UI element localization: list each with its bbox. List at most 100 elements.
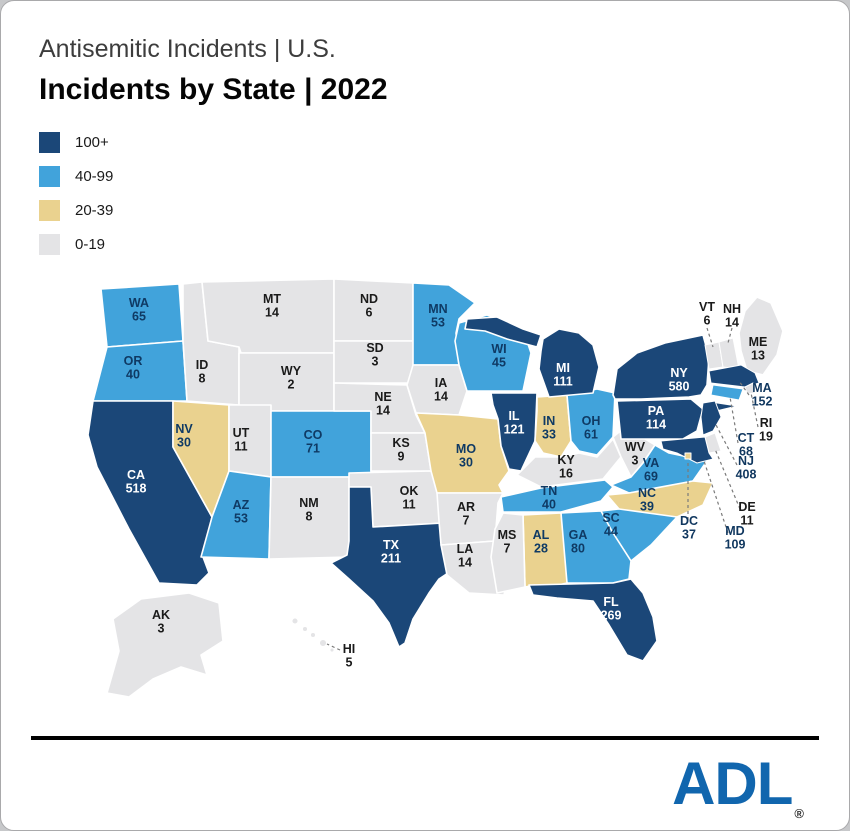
callout-label-DE: DE 11 — [738, 500, 755, 528]
state-label-MN: MN 53 — [428, 302, 447, 330]
state-label-LA: LA 14 — [457, 542, 474, 570]
legend-label-40-99: 40-99 — [75, 167, 114, 185]
state-NY — [612, 334, 710, 400]
registered-trademark-symbol: ® — [794, 806, 804, 821]
callout-label-VT: VT 6 — [699, 300, 715, 328]
state-label-IN: IN 33 — [542, 414, 556, 442]
state-TX — [330, 486, 452, 648]
state-label-OK: OK 11 — [400, 484, 419, 512]
adl-logo: ADL ® — [672, 749, 804, 821]
state-MD — [660, 436, 714, 464]
state-label-WY: WY 2 — [281, 364, 302, 392]
state-label-GA: GA 80 — [569, 528, 588, 556]
legend-label-20-39: 20-39 — [75, 201, 114, 219]
state-label-KY: KY 16 — [557, 453, 575, 481]
state-OH — [566, 388, 616, 456]
state-label-NC: NC 39 — [638, 486, 656, 514]
callout-label-MA: MA 152 — [752, 381, 773, 409]
state-label-TX: TX 211 — [381, 538, 401, 566]
state-MO — [415, 412, 510, 494]
legend-row-0-19: 0-19 — [39, 227, 113, 261]
state-MA — [708, 364, 760, 388]
state-label-ID: ID 8 — [196, 358, 209, 386]
legend-row-20-39: 20-39 — [39, 193, 113, 227]
state-label-HI: HI 5 — [343, 642, 356, 670]
state-HI-island-2 — [302, 626, 308, 632]
state-label-AK: AK 3 — [152, 608, 170, 636]
state-label-MI: MI 111 — [553, 361, 573, 389]
leader-line-MD — [703, 460, 729, 534]
state-RI — [744, 382, 756, 395]
state-labels: WA 65 OR 40 CA 518 NV 30 ID 8 MT 14 WY 2 UT 11 C… — [124, 292, 773, 670]
state-NJ — [700, 400, 722, 436]
leader-line-NH — [727, 327, 733, 344]
state-label-NY: NY 580 — [669, 366, 690, 394]
legend-label-0-19: 0-19 — [75, 235, 106, 253]
state-label-FL: FL 269 — [601, 595, 622, 623]
title-line2: Incidents by State | 2022 — [39, 73, 388, 106]
legend-row-40-99: 40-99 — [39, 159, 113, 193]
state-label-ME: ME 13 — [749, 335, 768, 363]
state-MI-upper-peninsula — [464, 316, 542, 348]
state-TN — [500, 479, 614, 513]
legend-swatch-100plus — [39, 131, 60, 153]
callout-label-NJ: NJ 408 — [736, 454, 757, 482]
state-label-OR: OR 40 — [124, 354, 143, 382]
state-label-WV: WV 3 — [625, 440, 646, 468]
state-shapes — [87, 278, 784, 698]
legend: 100+ 40-99 20-39 0-19 — [39, 125, 113, 261]
state-label-TN: TN 40 — [541, 484, 558, 512]
state-AZ — [200, 470, 272, 560]
legend-swatch-0-19 — [39, 233, 60, 255]
state-label-UT: UT 11 — [233, 426, 250, 454]
state-ME — [738, 296, 784, 376]
state-PA — [616, 398, 704, 440]
state-label-NV: NV 30 — [175, 422, 193, 450]
state-label-AL: AL 28 — [533, 528, 550, 556]
state-label-SD: SD 3 — [366, 341, 383, 369]
callout-label-MD: MD 109 — [725, 524, 746, 552]
state-label-SC: SC 44 — [602, 511, 619, 539]
state-label-NE: NE 14 — [374, 390, 391, 418]
legend-swatch-20-39 — [39, 199, 60, 221]
state-label-NM: NM 8 — [299, 496, 318, 524]
state-ND — [333, 278, 414, 342]
state-CO — [270, 410, 372, 478]
state-label-VA: VA 69 — [643, 456, 659, 484]
state-OR — [92, 340, 188, 402]
legend-swatch-40-99 — [39, 165, 60, 187]
leader-line-HI — [326, 643, 341, 651]
state-label-MS: MS 7 — [498, 528, 517, 556]
leader-line-DE — [714, 448, 741, 510]
state-label-PA: PA 114 — [646, 404, 666, 432]
state-label-AZ: AZ 53 — [233, 498, 250, 526]
callout-label-DC: DC 37 — [680, 514, 698, 542]
legend-label-100plus: 100+ — [75, 133, 109, 151]
footer-divider — [31, 736, 819, 740]
leader-line-MA — [738, 380, 750, 396]
state-label-MT: MT 14 — [263, 292, 281, 320]
title-line1: Antisemitic Incidents | U.S. — [39, 35, 336, 63]
callout-label-CT: CT 68 — [738, 431, 755, 459]
state-label-AR: AR 7 — [457, 500, 475, 528]
state-AK — [106, 592, 224, 698]
state-label-CA: CA 518 — [126, 468, 147, 496]
state-label-OH: OH 61 — [582, 414, 601, 442]
state-label-CO: CO 71 — [304, 428, 323, 456]
state-WY — [238, 352, 335, 412]
state-label-IL: IL 121 — [504, 409, 525, 437]
state-label-WI: WI 45 — [491, 342, 506, 370]
state-label-WA: WA 65 — [129, 296, 149, 324]
state-HI-island-3 — [310, 632, 316, 638]
state-HI-island-5 — [329, 647, 335, 653]
state-HI-island-1 — [291, 617, 299, 625]
state-CT — [710, 384, 744, 401]
state-label-ND: ND 6 — [360, 292, 378, 320]
callout-label-NH: NH 14 — [723, 302, 741, 330]
legend-row-100plus: 100+ — [39, 125, 113, 159]
state-MI — [538, 328, 600, 398]
leader-line-NJ — [714, 422, 738, 466]
state-KY — [516, 438, 622, 488]
